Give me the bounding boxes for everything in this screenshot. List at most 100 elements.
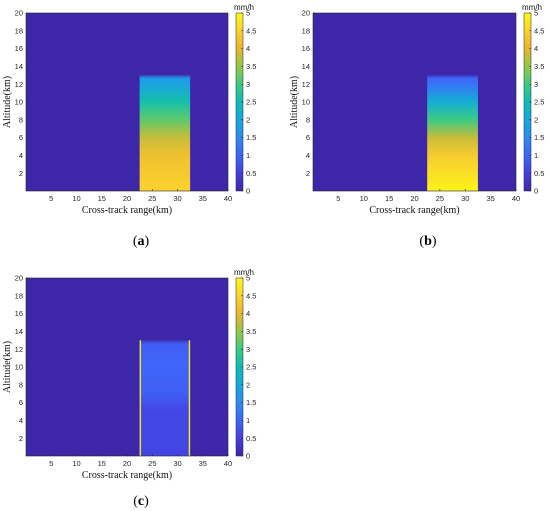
x-tick-label: 10 bbox=[72, 194, 80, 203]
caption-close-paren: ) bbox=[432, 234, 437, 249]
y-tick-label: 2 bbox=[19, 169, 23, 178]
y-tick-label: 8 bbox=[306, 115, 310, 124]
colorbar-tick-label: 4.5 bbox=[246, 291, 256, 300]
y-tick-label: 16 bbox=[15, 44, 23, 53]
y-tick-label: 20 bbox=[302, 9, 310, 18]
x-axis-label: Cross-track range(km) bbox=[369, 205, 459, 216]
y-tick-label: 10 bbox=[15, 98, 23, 107]
colorbar-tick-label: 0.5 bbox=[534, 169, 544, 178]
y-tick-label: 14 bbox=[302, 62, 310, 71]
colorbar-tick-label: 1 bbox=[246, 151, 250, 160]
rain-column-top-edge bbox=[139, 75, 191, 79]
rain-column-top-edge bbox=[427, 75, 478, 79]
colorbar-tick-label: 3.5 bbox=[246, 62, 256, 71]
rain-column bbox=[139, 340, 191, 456]
y-tick-label: 12 bbox=[15, 345, 23, 354]
x-tick-label: 5 bbox=[336, 194, 340, 203]
y-axis-label: Altitude(km) bbox=[289, 76, 300, 128]
colorbar-tick-label: 3.5 bbox=[246, 327, 256, 336]
x-tick-label: 40 bbox=[512, 194, 520, 203]
rain-column-edge-right bbox=[188, 340, 191, 456]
x-axis-label: Cross-track range(km) bbox=[82, 470, 172, 481]
colorbar-tick-label: 4 bbox=[534, 44, 538, 53]
colorbar-tick-label: 0.5 bbox=[246, 434, 256, 443]
colorbar-tick-label: 3 bbox=[246, 345, 250, 354]
heatmap-background bbox=[26, 13, 228, 191]
y-axis-label: Altitude(km) bbox=[2, 76, 13, 128]
colorbar-tick-label: 1 bbox=[246, 416, 250, 425]
colorbar-tick-label: 1.5 bbox=[246, 398, 256, 407]
y-tick-label: 16 bbox=[15, 309, 23, 318]
x-axis-label: Cross-track range(km) bbox=[82, 205, 172, 216]
x-tick-label: 30 bbox=[173, 194, 181, 203]
colorbar-tick-label: 1 bbox=[534, 151, 538, 160]
x-tick-label: 35 bbox=[199, 459, 207, 468]
y-tick-label: 18 bbox=[15, 26, 23, 35]
x-tick-label: 5 bbox=[49, 459, 53, 468]
panel-caption: (b) bbox=[419, 234, 436, 249]
y-tick-label: 4 bbox=[19, 416, 23, 425]
colorbar-tick-label: 4.5 bbox=[246, 26, 256, 35]
colorbar-tick-label: 2.5 bbox=[246, 98, 256, 107]
rain-column bbox=[427, 75, 478, 191]
x-tick-label: 30 bbox=[173, 459, 181, 468]
caption-open-paren: ( bbox=[419, 234, 424, 249]
colorbar-tick-label: 0 bbox=[246, 452, 250, 461]
x-tick-label: 10 bbox=[360, 194, 368, 203]
y-tick-label: 10 bbox=[15, 363, 23, 372]
rain-column-top-edge bbox=[139, 340, 191, 344]
colorbar-unit: mm/h bbox=[522, 3, 542, 12]
chart-panel-b: 5 10 15 20 25 30 35 402468101214161820Cross-tra… bbox=[289, 3, 544, 249]
caption-open-paren: ( bbox=[133, 234, 138, 249]
caption-letter: c bbox=[138, 494, 144, 509]
y-tick-label: 4 bbox=[306, 151, 310, 160]
caption-close-paren: ) bbox=[145, 234, 150, 249]
colorbar-tick-label: 5 bbox=[534, 9, 538, 18]
x-tick-label: 25 bbox=[148, 459, 156, 468]
chart-panel-a: 5 10 15 20 25 30 35 402468101214161820Cross-tra… bbox=[2, 3, 256, 249]
colorbar-tick-label: 0 bbox=[534, 187, 538, 196]
y-tick-label: 6 bbox=[306, 133, 310, 142]
rain-column bbox=[139, 75, 191, 191]
colorbar-unit: mm/h bbox=[234, 3, 254, 12]
colorbar-tick-label: 2 bbox=[246, 380, 250, 389]
y-axis-label: Altitude(km) bbox=[2, 341, 13, 393]
y-tick-label: 20 bbox=[15, 274, 23, 283]
x-tick-label: 20 bbox=[123, 459, 131, 468]
y-tick-label: 14 bbox=[15, 327, 23, 336]
y-tick-label: 14 bbox=[15, 62, 23, 71]
x-tick-label: 15 bbox=[98, 194, 106, 203]
caption-letter: a bbox=[138, 234, 145, 249]
colorbar-unit: mm/h bbox=[234, 268, 254, 277]
y-tick-label: 10 bbox=[302, 98, 310, 107]
y-tick-label: 6 bbox=[19, 398, 23, 407]
colorbar-tick-label: 4 bbox=[246, 44, 250, 53]
colorbar-tick-label: 2.5 bbox=[534, 98, 544, 107]
heatmap-background bbox=[26, 278, 228, 456]
y-tick-label: 4 bbox=[19, 151, 23, 160]
heatmap-background bbox=[313, 13, 516, 191]
y-tick-label: 18 bbox=[15, 291, 23, 300]
x-tick-label: 20 bbox=[123, 194, 131, 203]
colorbar-tick-label: 5 bbox=[246, 9, 250, 18]
caption-letter: b bbox=[424, 234, 432, 249]
x-tick-label: 30 bbox=[461, 194, 469, 203]
colorbar-tick-label: 3.5 bbox=[534, 62, 544, 71]
colorbar-tick-label: 4 bbox=[246, 309, 250, 318]
colorbar-tick-label: 3 bbox=[246, 80, 250, 89]
x-tick-label: 40 bbox=[224, 194, 232, 203]
x-tick-label: 15 bbox=[98, 459, 106, 468]
colorbar-tick-label: 2.5 bbox=[246, 363, 256, 372]
colorbar-tick-label: 5 bbox=[246, 274, 250, 283]
y-tick-label: 20 bbox=[15, 9, 23, 18]
y-tick-label: 2 bbox=[306, 169, 310, 178]
colorbar-tick-label: 1.5 bbox=[246, 133, 256, 142]
x-tick-label: 35 bbox=[486, 194, 494, 203]
colorbar-tick-label: 4.5 bbox=[534, 26, 544, 35]
y-tick-label: 18 bbox=[302, 26, 310, 35]
x-tick-label: 10 bbox=[72, 459, 80, 468]
x-tick-label: 5 bbox=[49, 194, 53, 203]
x-tick-label: 25 bbox=[436, 194, 444, 203]
x-tick-label: 40 bbox=[224, 459, 232, 468]
x-tick-label: 20 bbox=[410, 194, 418, 203]
